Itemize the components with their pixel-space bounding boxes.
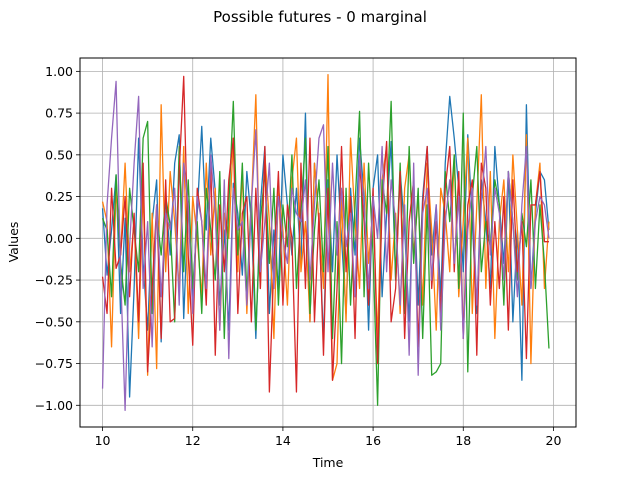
- x-tick-label: 16: [365, 433, 381, 448]
- y-axis-label: Values: [6, 222, 21, 263]
- y-tick-label: −0.75: [35, 356, 73, 371]
- y-tick-label: 0.50: [45, 147, 73, 162]
- y-tick-label: −0.25: [35, 273, 73, 288]
- y-tick-label: −1.00: [35, 398, 73, 413]
- x-tick-label: 20: [546, 433, 562, 448]
- y-tick-label: 0.75: [45, 106, 73, 121]
- x-tick-label: 10: [95, 433, 111, 448]
- x-axis-label: Time: [312, 455, 344, 470]
- y-tick-label: 0.25: [45, 189, 73, 204]
- x-tick-label: 14: [275, 433, 291, 448]
- y-tick-label: 0.00: [45, 231, 73, 246]
- y-tick-label: 1.00: [45, 64, 73, 79]
- x-tick-label: 18: [455, 433, 471, 448]
- series-line-5: [101, 80, 550, 411]
- x-tick-label: 12: [185, 433, 201, 448]
- series-group: [101, 74, 550, 411]
- chart-title: Possible futures - 0 marginal: [213, 8, 427, 26]
- plot-frame: [79, 57, 577, 428]
- y-tick-label: −0.50: [35, 314, 73, 329]
- axis-ticks: 10 12 14 16 18 20 −1.00 −0.75 −0.50 −0.25 0.00 0.25…: [35, 64, 562, 448]
